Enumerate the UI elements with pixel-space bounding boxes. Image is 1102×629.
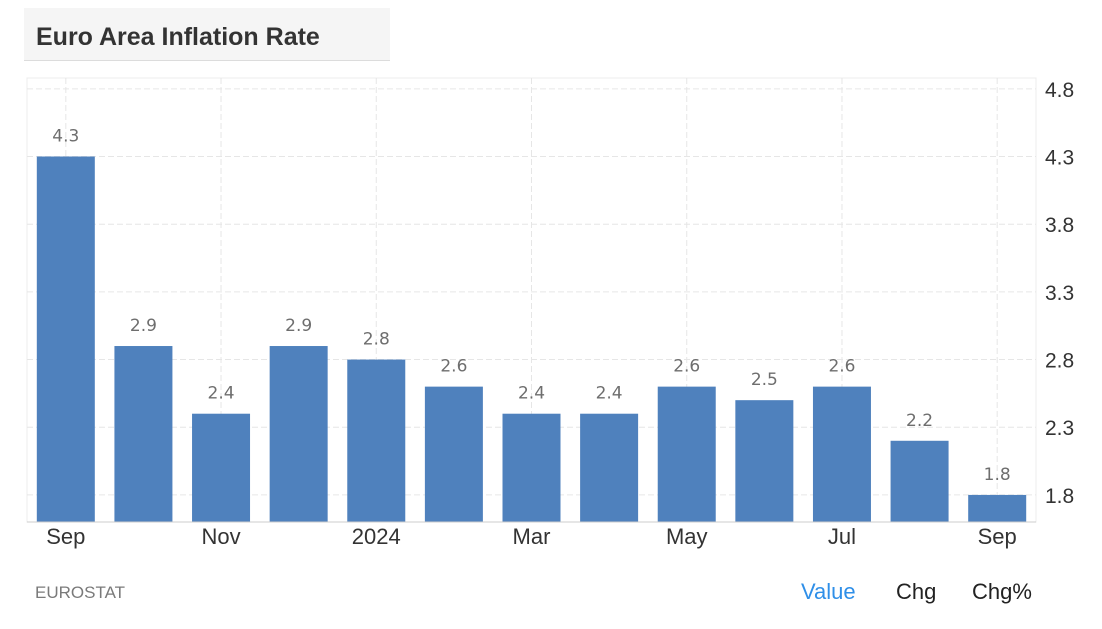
chg-toggle[interactable]: Chg bbox=[896, 579, 937, 604]
data-label: 2.6 bbox=[673, 357, 700, 377]
data-label: 2.5 bbox=[751, 370, 778, 390]
data-label: 2.8 bbox=[363, 330, 390, 350]
data-label: 2.6 bbox=[828, 357, 855, 377]
bar bbox=[657, 386, 716, 522]
y-tick-label: 4.8 bbox=[1045, 79, 1074, 102]
y-tick-label: 1.8 bbox=[1045, 485, 1074, 508]
bar bbox=[735, 400, 794, 522]
data-label: 2.4 bbox=[208, 384, 235, 404]
bar bbox=[424, 386, 483, 522]
bar bbox=[36, 156, 95, 522]
x-tick-label: 2024 bbox=[352, 524, 401, 549]
data-label: 2.9 bbox=[130, 316, 157, 336]
data-label: 1.8 bbox=[984, 465, 1011, 485]
bar bbox=[347, 359, 406, 522]
data-label: 2.4 bbox=[596, 384, 623, 404]
source-label: EUROSTAT bbox=[35, 583, 126, 602]
bar bbox=[812, 386, 871, 522]
data-label: 2.6 bbox=[440, 357, 467, 377]
x-tick-label: Nov bbox=[201, 524, 240, 549]
y-tick-label: 3.3 bbox=[1045, 282, 1074, 305]
chg-percent-toggle[interactable]: Chg% bbox=[972, 579, 1032, 604]
y-tick-label: 3.8 bbox=[1045, 214, 1074, 237]
x-tick-label: Sep bbox=[978, 524, 1017, 549]
y-tick-label: 2.8 bbox=[1045, 350, 1074, 373]
x-tick-label: Mar bbox=[513, 524, 551, 549]
data-label: 4.3 bbox=[52, 127, 79, 147]
title-box: Euro Area Inflation Rate bbox=[24, 8, 390, 61]
bar bbox=[502, 413, 561, 522]
y-tick-label: 4.3 bbox=[1045, 147, 1074, 170]
x-tick-label: May bbox=[666, 524, 708, 549]
bar bbox=[580, 413, 639, 522]
bar bbox=[114, 346, 173, 522]
data-label: 2.2 bbox=[906, 411, 933, 431]
value-toggle[interactable]: Value bbox=[801, 579, 856, 604]
chart-title: Euro Area Inflation Rate bbox=[36, 23, 320, 51]
bar bbox=[192, 413, 251, 522]
bar bbox=[968, 494, 1027, 522]
bar bbox=[269, 346, 328, 522]
bar bbox=[890, 440, 949, 522]
data-label: 2.4 bbox=[518, 384, 545, 404]
y-tick-label: 2.3 bbox=[1045, 417, 1074, 440]
x-tick-label: Sep bbox=[46, 524, 85, 549]
x-tick-label: Jul bbox=[828, 524, 856, 549]
data-label: 2.9 bbox=[285, 316, 312, 336]
